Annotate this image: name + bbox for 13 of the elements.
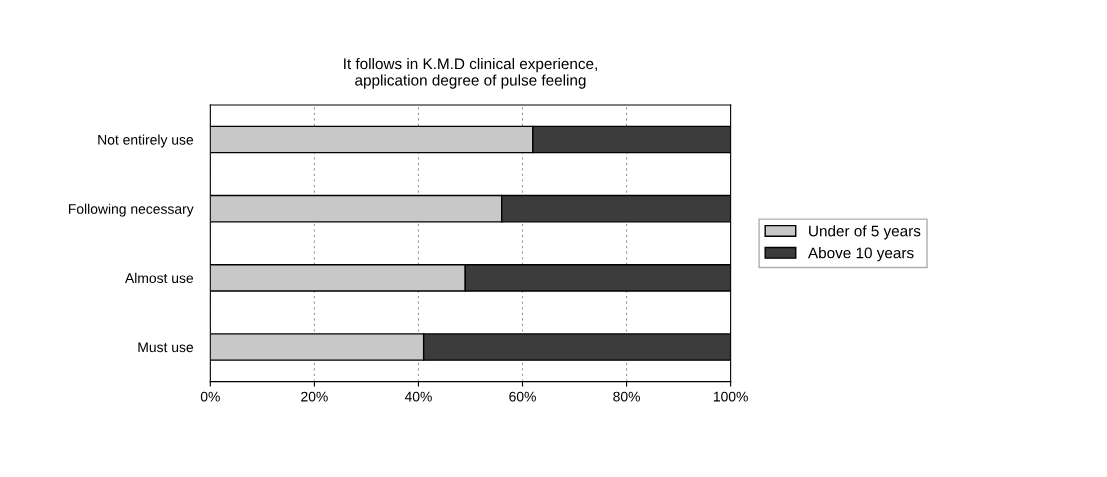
x-tick-label: 0% bbox=[200, 391, 220, 402]
y-tick-label: Almost use bbox=[125, 272, 194, 284]
legend-label: Above 10 years bbox=[807, 247, 914, 262]
x-tick-label: 100% bbox=[713, 391, 748, 402]
y-tick-label: Must use bbox=[138, 342, 194, 353]
legend-label: Under of 5 years bbox=[809, 225, 921, 240]
x-tick-label: 20% bbox=[301, 391, 328, 402]
y-tick-label: Not entirely use bbox=[98, 134, 194, 148]
x-tick-label: 60% bbox=[509, 391, 536, 402]
y-tick-label: Following necessary bbox=[68, 203, 194, 217]
x-tick-label: 40% bbox=[404, 391, 432, 402]
x-tick-label: 80% bbox=[613, 391, 640, 402]
chart-title: It follows in K.M.D clinical experience, application degree of pulse feeling bbox=[344, 57, 597, 89]
